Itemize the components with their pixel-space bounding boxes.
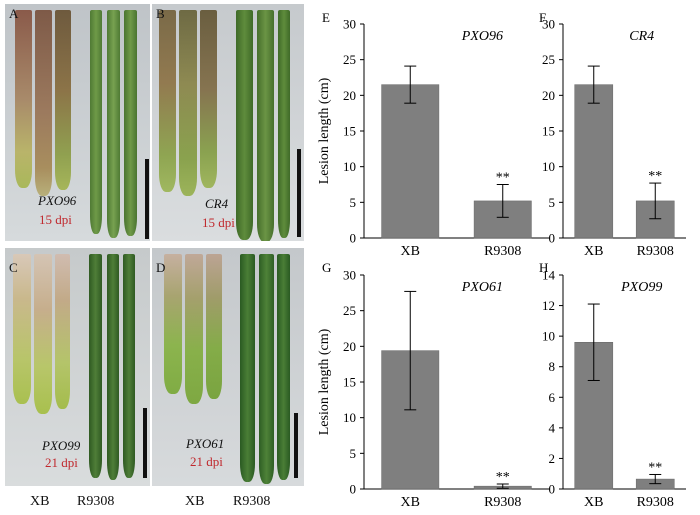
y-tick-label: 10 xyxy=(542,329,555,344)
y-tick-label: 10 xyxy=(343,410,356,425)
caption-xb: XB xyxy=(185,494,205,509)
bar xyxy=(381,84,440,239)
y-tick-label: 5 xyxy=(350,446,357,461)
y-tick-label: 25 xyxy=(343,52,356,67)
y-axis-label: Lesion length (cm) xyxy=(317,328,332,435)
scale-bar xyxy=(297,149,301,237)
y-tick-label: 0 xyxy=(350,482,357,497)
chart-title: PXO61 xyxy=(461,280,503,295)
x-tick-label: XB xyxy=(584,244,603,259)
y-tick-label: 30 xyxy=(343,17,356,32)
dpi-label: 21 dpi xyxy=(190,454,223,469)
y-tick-label: 4 xyxy=(549,420,556,435)
y-tick-label: 2 xyxy=(549,451,556,466)
significance-marker: ** xyxy=(648,460,662,475)
y-tick-label: 25 xyxy=(343,303,356,318)
panel-letter: E xyxy=(322,10,330,25)
y-tick-label: 20 xyxy=(343,339,356,354)
x-tick-label: R9308 xyxy=(637,495,674,510)
caption-xb: XB xyxy=(30,494,50,509)
panel-letter: G xyxy=(322,260,331,275)
x-tick-label: XB xyxy=(584,495,603,510)
photo-panel-b: B CR4 15 dpi xyxy=(152,4,304,241)
y-tick-label: 10 xyxy=(343,159,356,174)
y-tick-label: 20 xyxy=(343,88,356,103)
y-axis-label: Lesion length (cm) xyxy=(317,77,332,184)
y-tick-label: 15 xyxy=(343,375,356,390)
chart-title: PXO96 xyxy=(461,29,503,44)
dpi-label: 15 dpi xyxy=(202,215,235,230)
panel-letter: F xyxy=(539,10,546,25)
strain-label: PXO99 xyxy=(42,438,81,453)
strain-label: CR4 xyxy=(205,196,229,211)
significance-marker: ** xyxy=(648,169,662,184)
y-tick-label: 15 xyxy=(343,124,356,139)
y-tick-label: 25 xyxy=(542,52,555,67)
photo-panel-a: A PXO96 15 dpi xyxy=(5,4,150,241)
scale-bar xyxy=(143,408,147,478)
scale-bar xyxy=(294,413,298,478)
y-tick-label: 15 xyxy=(542,124,555,139)
panel-letter: H xyxy=(539,260,548,275)
y-tick-label: 30 xyxy=(542,17,555,32)
y-tick-label: 14 xyxy=(542,268,556,283)
photo-panel-d: D PXO61 21 dpi xyxy=(152,248,304,486)
caption-r9308: R9308 xyxy=(233,494,271,509)
strain-label: PXO61 xyxy=(186,436,225,451)
caption-r9308: R9308 xyxy=(77,494,115,509)
y-tick-label: 8 xyxy=(549,359,556,374)
x-tick-label: XB xyxy=(401,495,420,510)
y-tick-label: 10 xyxy=(542,159,555,174)
x-tick-label: R9308 xyxy=(637,244,674,259)
strain-label: PXO96 xyxy=(38,193,77,208)
y-tick-label: 5 xyxy=(549,195,556,210)
bar xyxy=(574,84,614,239)
scale-bar xyxy=(145,159,149,239)
y-tick-label: 0 xyxy=(549,231,556,246)
chart-title: PXO99 xyxy=(620,280,662,295)
y-tick-label: 5 xyxy=(350,195,357,210)
x-tick-label: R9308 xyxy=(484,244,521,259)
y-tick-label: 12 xyxy=(542,298,555,313)
x-tick-label: R9308 xyxy=(484,495,521,510)
significance-marker: ** xyxy=(496,171,510,186)
y-tick-label: 30 xyxy=(343,268,356,283)
y-tick-label: 20 xyxy=(542,88,555,103)
chart-title: CR4 xyxy=(629,29,654,44)
y-tick-label: 6 xyxy=(549,390,556,405)
x-tick-label: XB xyxy=(401,244,420,259)
y-tick-label: 0 xyxy=(350,231,357,246)
y-tick-label: 0 xyxy=(549,482,556,497)
panel-letter: D xyxy=(156,260,166,275)
panel-letter: C xyxy=(9,260,18,275)
dpi-label: 15 dpi xyxy=(39,212,72,227)
panel-letter: A xyxy=(9,6,19,21)
dpi-label: 21 dpi xyxy=(45,455,78,470)
panel-letter: B xyxy=(156,6,165,21)
significance-marker: ** xyxy=(496,470,510,485)
photo-panel-c: C PXO99 21 dpi xyxy=(5,248,150,486)
